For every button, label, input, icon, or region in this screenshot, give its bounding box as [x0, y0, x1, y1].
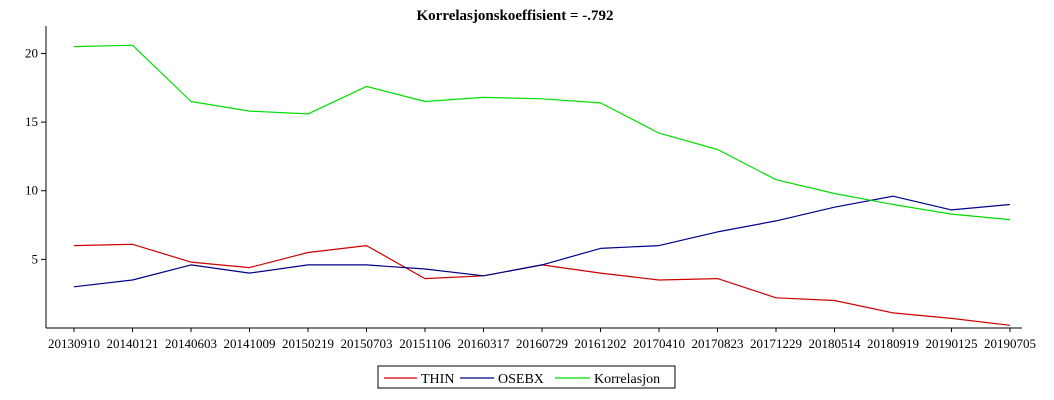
x-tick-label: 20151106	[399, 336, 451, 351]
x-tick-label: 20160317	[458, 336, 511, 351]
y-ticks: 5 10 15 20	[25, 45, 46, 266]
y-tick-label: 5	[32, 251, 39, 266]
series-line-korrelasjon	[73, 44, 1011, 221]
x-tick-label: 20150219	[282, 336, 334, 351]
x-tick-label: 20190125	[926, 336, 978, 351]
x-tick-label: 20180514	[809, 336, 862, 351]
x-tick-label: 20130910	[48, 336, 100, 351]
legend-label-osebx: OSEBX	[498, 372, 544, 387]
x-tick-label: 20141009	[224, 336, 276, 351]
x-tick-label: 20180919	[867, 336, 919, 351]
series-layer	[73, 44, 1011, 326]
x-tick-label: 20150703	[341, 336, 393, 351]
axes	[45, 26, 1022, 329]
series-line-osebx	[73, 195, 1011, 288]
x-tick-label: 20190705	[984, 336, 1036, 351]
chart-title: Korrelasjonskoeffisient = -.792	[417, 8, 614, 24]
x-tick-label: 20140121	[107, 336, 159, 351]
legend-label-korrelasjon: Korrelasjon	[594, 372, 660, 387]
y-tick-label: 15	[25, 114, 38, 129]
x-tick-label: 20170410	[633, 336, 685, 351]
x-ticks: 20130910 20140121 20140603 20141009 20150219…	[48, 328, 1036, 351]
legend-label-thin: THIN	[421, 372, 454, 387]
x-tick-label: 20161202	[575, 336, 627, 351]
legend-box	[377, 365, 676, 389]
x-tick-label: 20140603	[165, 336, 217, 351]
series-line-thin	[73, 243, 1011, 326]
y-tick-label: 10	[25, 183, 38, 198]
legend: THIN OSEBX Korrelasjon	[377, 365, 676, 389]
y-tick-label: 20	[25, 45, 38, 60]
x-tick-label: 20171229	[750, 336, 802, 351]
x-tick-label: 20160729	[516, 336, 568, 351]
x-tick-label: 20170823	[692, 336, 744, 351]
